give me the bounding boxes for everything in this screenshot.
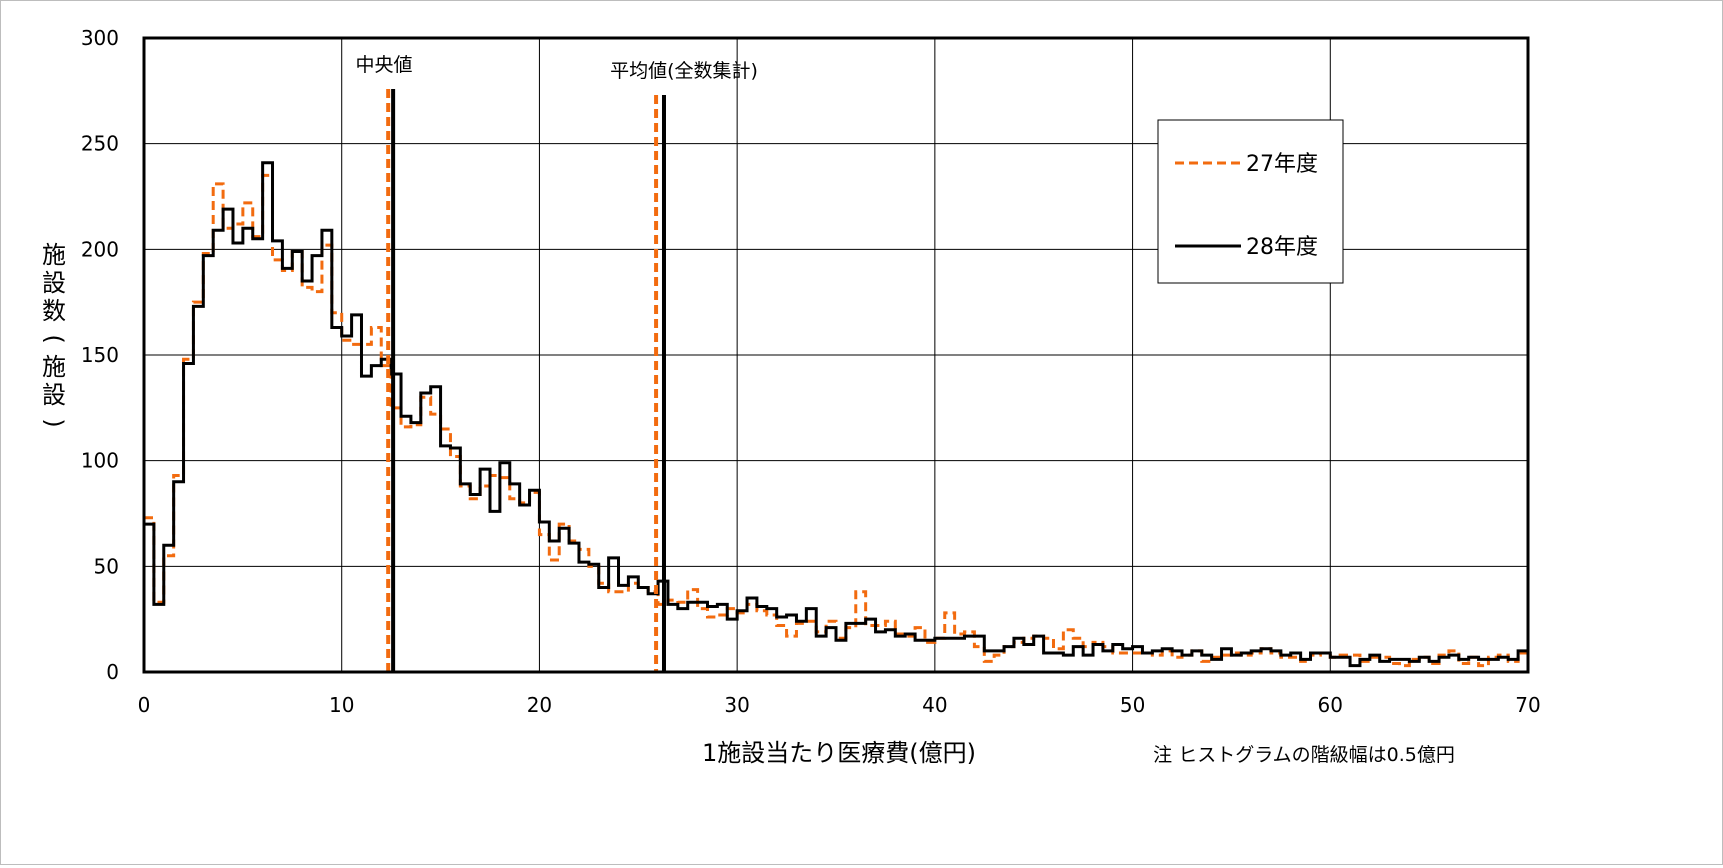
y-axis-title-char: ) bbox=[40, 418, 68, 427]
x-axis-title: 1施設当たり医療費(億円) bbox=[702, 739, 976, 767]
y-tick-labels: 0 50 100 150 200 250 300 bbox=[81, 26, 119, 684]
x-tick-label: 20 bbox=[527, 693, 552, 717]
median-label: 中央値 bbox=[355, 54, 412, 76]
histogram-note: 注 ヒストグラムの階級幅は0.5億円 bbox=[1153, 744, 1455, 766]
mean-label: 平均値(全数集計) bbox=[610, 60, 758, 82]
y-tick-label: 200 bbox=[81, 237, 119, 261]
x-tick-label: 40 bbox=[922, 693, 947, 717]
series-28 bbox=[144, 161, 1528, 668]
x-tick-label: 70 bbox=[1515, 693, 1540, 717]
x-tick-labels: 0 10 20 30 40 50 60 70 bbox=[138, 693, 1541, 717]
legend: 27年度 28年度 bbox=[1157, 119, 1344, 284]
y-tick-label: 0 bbox=[106, 660, 119, 684]
series-layer bbox=[144, 161, 1528, 668]
plot-area-border bbox=[142, 36, 1530, 674]
x-tick-label: 10 bbox=[329, 693, 354, 717]
x-tick-label: 30 bbox=[724, 693, 749, 717]
y-tick-label: 250 bbox=[81, 132, 119, 156]
y-tick-label: 150 bbox=[81, 343, 119, 367]
y-tick-label: 300 bbox=[81, 26, 119, 50]
y-axis-title-char: ( bbox=[40, 334, 68, 343]
y-tick-label: 100 bbox=[81, 449, 119, 473]
y-axis-title-char: 数 bbox=[42, 297, 66, 325]
y-tick-label: 50 bbox=[94, 554, 119, 578]
y-axis-title-char: 施 bbox=[42, 241, 66, 269]
series-28-line bbox=[144, 161, 1528, 668]
legend-label: 28年度 bbox=[1246, 235, 1318, 260]
reference-lines bbox=[386, 89, 666, 672]
y-axis-title-char: 設 bbox=[42, 269, 66, 297]
x-tick-label: 60 bbox=[1318, 693, 1343, 717]
y-axis-title-char: 施 bbox=[42, 353, 66, 381]
x-tick-label: 0 bbox=[138, 693, 151, 717]
x-tick-label: 50 bbox=[1120, 693, 1145, 717]
legend-label: 27年度 bbox=[1246, 152, 1318, 177]
y-axis-title-char: 設 bbox=[42, 381, 66, 409]
legend-box bbox=[1157, 119, 1344, 284]
y-axis-title: 施設数(施設) bbox=[40, 241, 68, 428]
